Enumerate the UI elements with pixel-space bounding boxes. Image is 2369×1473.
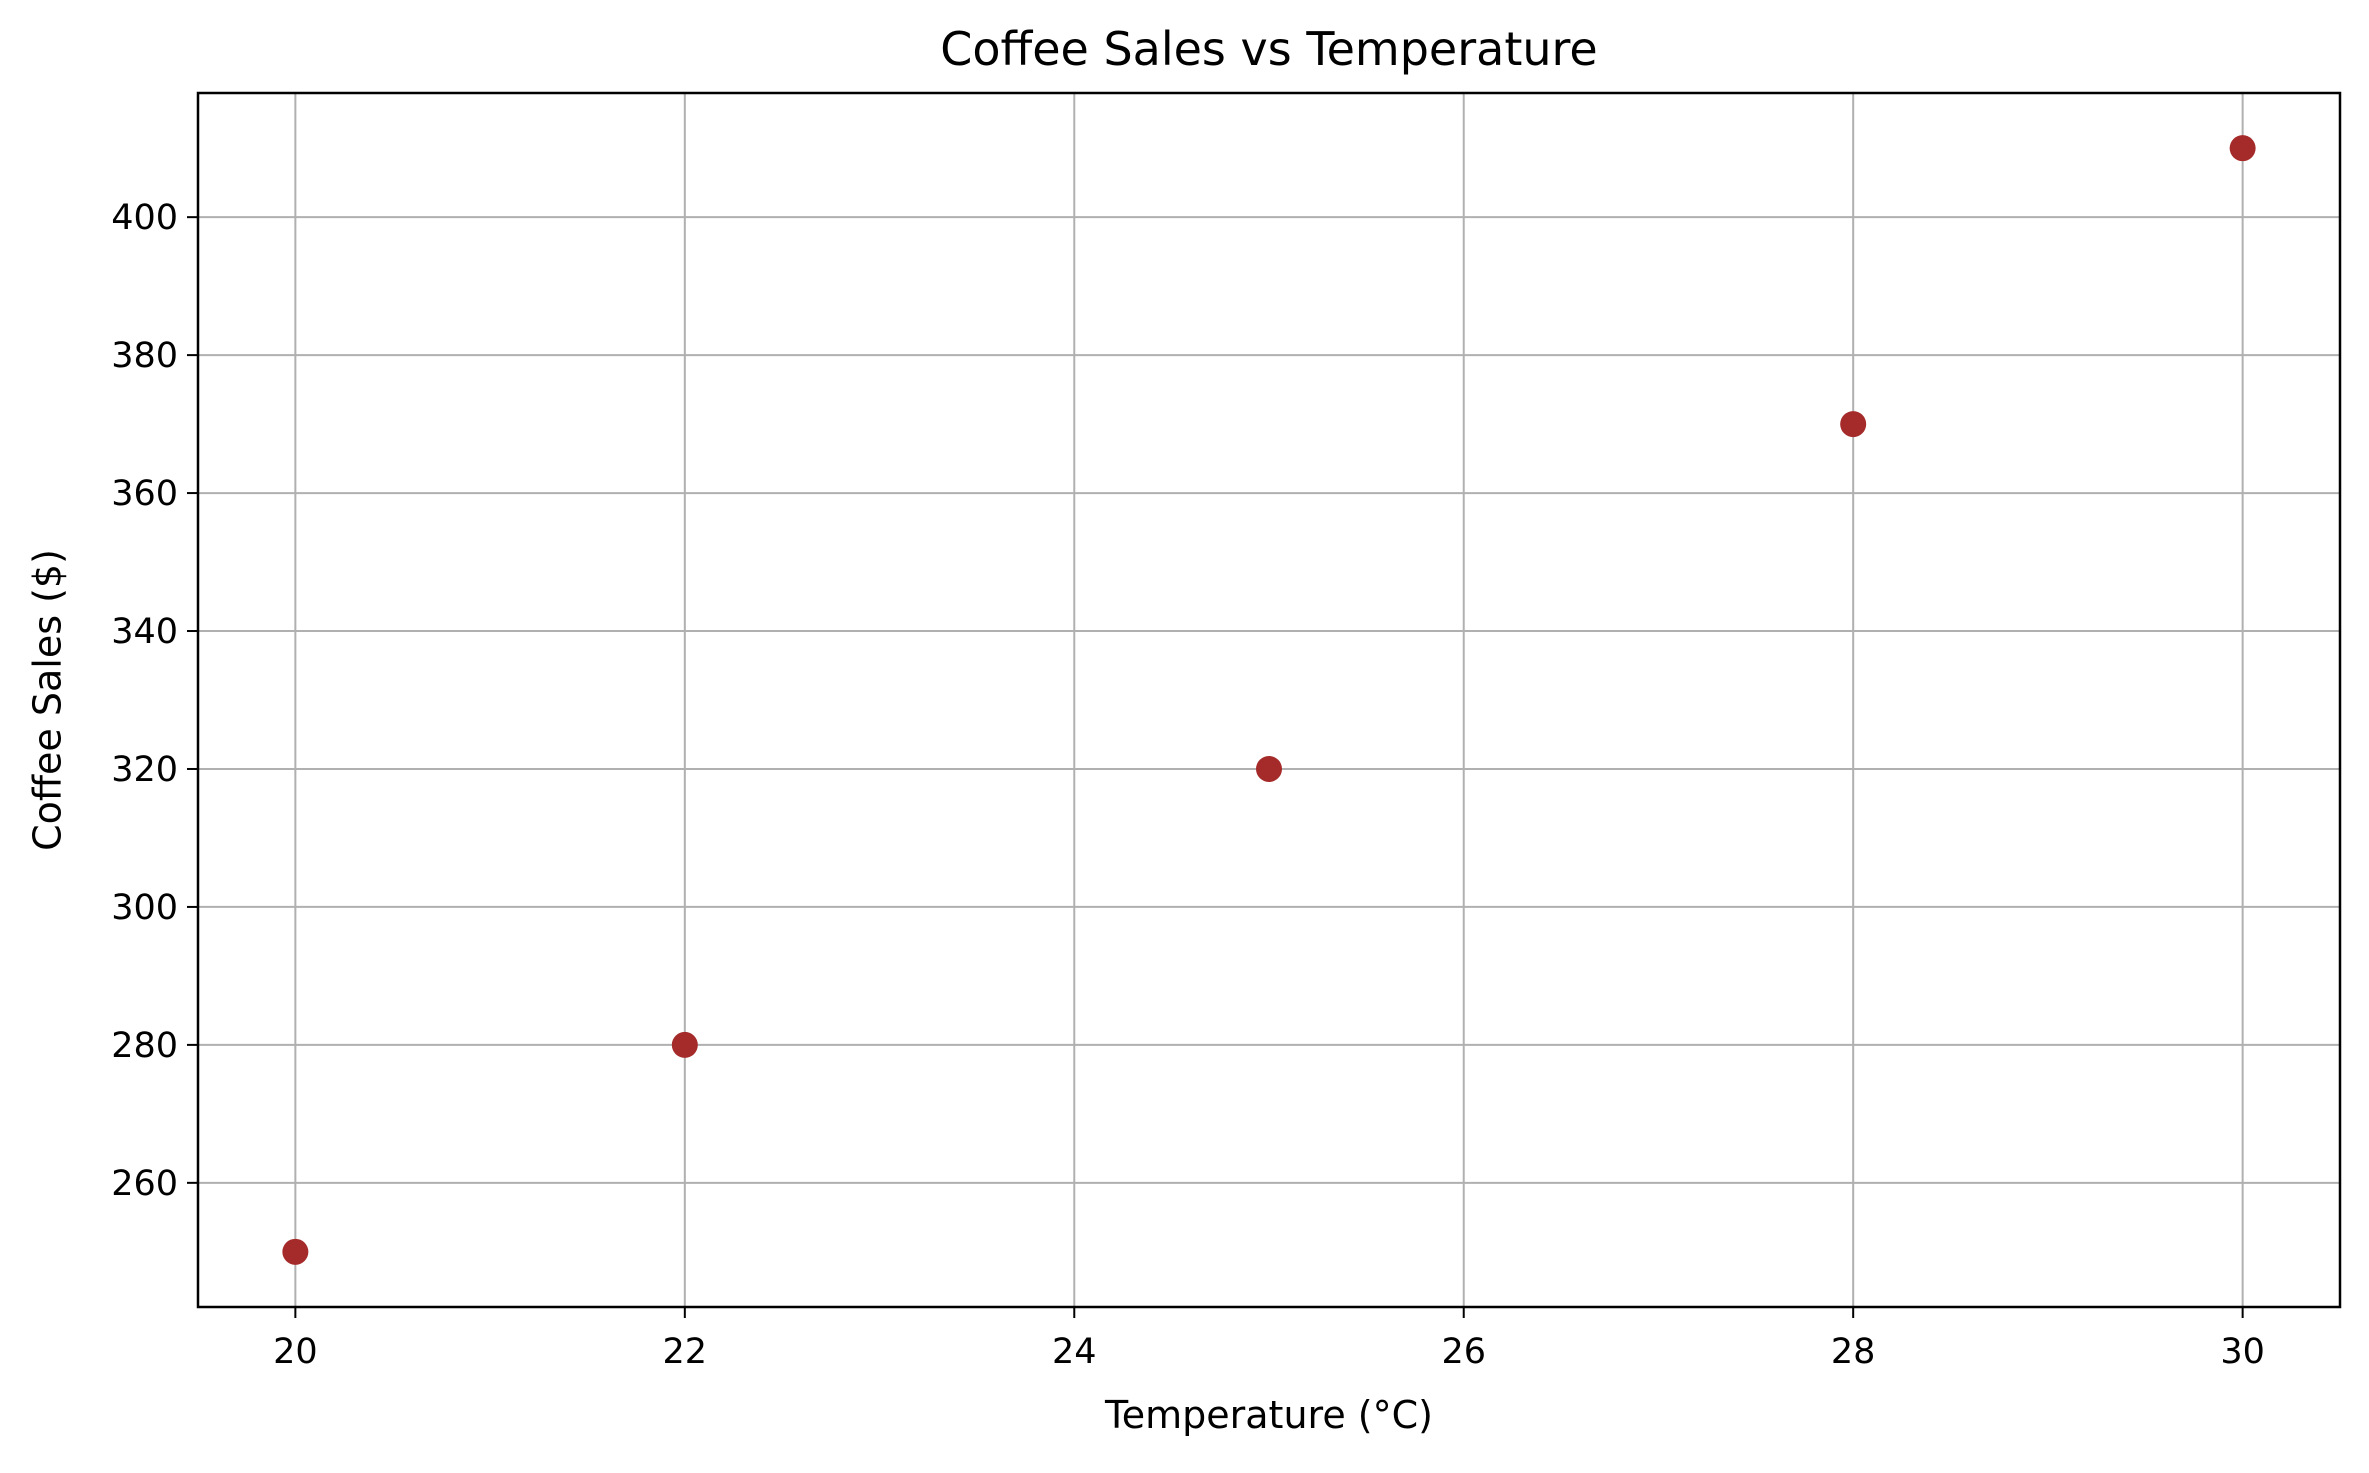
data-point-1 (671, 1031, 698, 1058)
data-point-4 (2229, 135, 2256, 162)
data-points-layer (282, 135, 2256, 1265)
y-tick-label-2: 300 (111, 888, 178, 928)
plot-area-frame (196, 91, 2342, 1309)
data-point-2 (1256, 755, 1282, 782)
y-tick-label-7: 400 (111, 198, 178, 238)
x-tick-label-2: 24 (1052, 1332, 1097, 1372)
x-axis-label: Temperature (°C) (1104, 1393, 1433, 1437)
data-point-3 (1840, 411, 1867, 438)
x-tick-label-1: 22 (663, 1332, 708, 1372)
y-tick-label-1: 280 (111, 1026, 178, 1066)
data-point-0 (282, 1238, 309, 1265)
y-tick-label-0: 260 (111, 1164, 178, 1204)
grid-layer (198, 93, 2340, 1307)
x-tick-label-5: 30 (2220, 1332, 2265, 1372)
x-tick-label-4: 28 (1831, 1332, 1876, 1372)
chart-title: Coffee Sales vs Temperature (940, 22, 1597, 76)
y-tick-label-6: 380 (111, 336, 178, 376)
y-tick-label-3: 320 (111, 750, 178, 790)
x-tick-label-3: 26 (1441, 1332, 1486, 1372)
ticks-layer: 20 22 24 26 28 30 260 280 300 320 340 360 380 400 (111, 198, 2265, 1372)
y-tick-label-4: 340 (111, 612, 178, 652)
y-tick-label-5: 360 (111, 474, 178, 514)
y-axis-label: Coffee Sales ($) (26, 549, 70, 851)
x-tick-label-0: 20 (273, 1332, 318, 1372)
